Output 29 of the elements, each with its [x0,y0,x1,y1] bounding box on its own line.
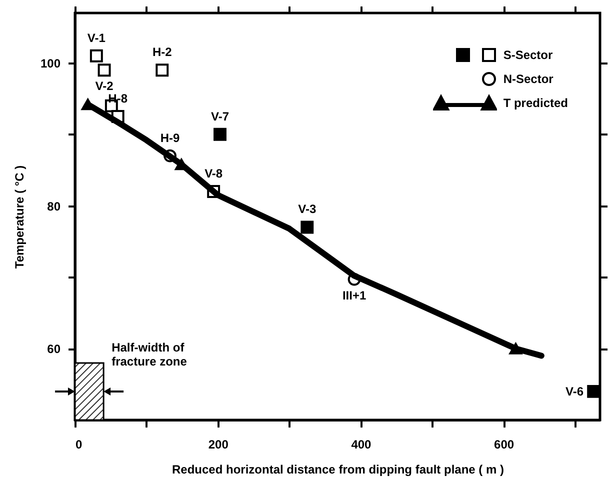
x-tick-label: 200 [208,438,229,452]
x-tick-label: 0 [76,438,82,452]
point [90,49,103,62]
annotation: V-8 [204,166,223,181]
y-tick-label: 60 [47,342,61,356]
annotation: V-2 [95,79,114,94]
point [300,220,314,234]
annotation: V-1 [87,30,106,45]
point [98,64,111,77]
annotation: H-2 [152,45,172,60]
x-tick-label: 600 [494,438,514,452]
legend-label: N-Sector [503,72,554,86]
y-tick-label: 80 [47,199,61,214]
y-tick-label: 100 [40,56,61,70]
x-axis-title: Reduced horizontal distance from dipping fault plane ( m ) [172,462,504,476]
annotation: V-7 [210,109,230,124]
point [214,128,226,141]
point [587,384,600,398]
y-axis-title: Temperature ( °C ) [12,165,26,269]
annotation: V-6 [566,384,584,398]
annotation: H-9 [160,130,180,145]
annotation: III+1 [342,288,366,302]
point [156,64,169,77]
legend-label: T predicted [503,96,568,110]
band-label: Half-width of fracture zone [112,340,188,369]
x-tick-label: 400 [351,438,372,452]
point [509,342,522,354]
legend-label: S-Sector [503,48,553,62]
annotation: V-3 [298,202,316,216]
